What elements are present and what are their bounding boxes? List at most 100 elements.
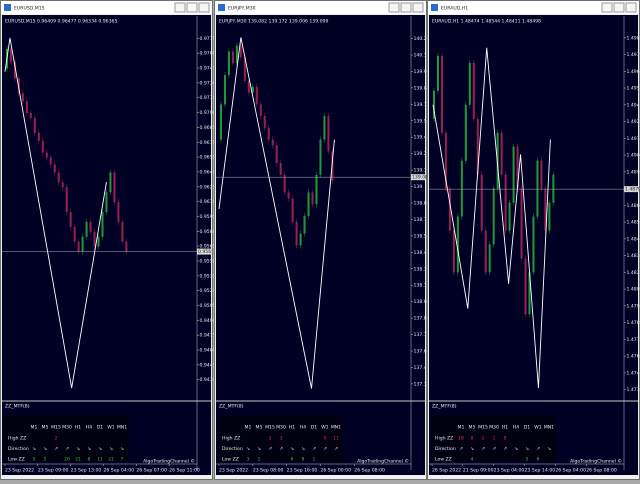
column-header: M1 <box>31 425 38 431</box>
row-label: High ZZ <box>222 436 240 442</box>
table-cell: 3 <box>269 436 272 442</box>
table-cell: 5 <box>44 457 47 463</box>
candle-body <box>525 258 527 314</box>
table-cell: ↗ <box>312 447 316 452</box>
column-header: H4 <box>513 425 519 431</box>
indicator-name: ZZ_MTF(8) <box>219 404 244 410</box>
window-min-button[interactable] <box>175 3 185 12</box>
candle-body <box>268 128 270 140</box>
table-cell: 21 <box>108 457 114 463</box>
column-header: M5 <box>42 425 49 431</box>
window-max-button[interactable] <box>187 3 197 12</box>
candle-body <box>34 118 36 133</box>
candle-body <box>473 63 475 119</box>
table-cell: ↘ <box>76 447 80 452</box>
x-tick-label: 23 Sep 09:00 <box>38 468 69 474</box>
table-cell: 20 <box>64 457 70 463</box>
table-cell: ↗ <box>459 447 463 452</box>
column-header: D1 <box>97 425 104 431</box>
candle-body <box>319 140 321 175</box>
table-cell: 8 <box>302 457 305 463</box>
candle-body <box>540 161 542 189</box>
chart-background <box>2 15 211 475</box>
candle-body <box>90 222 92 232</box>
table-cell: 8 <box>471 436 474 442</box>
indicator-name: ZZ_MTF(8) <box>5 404 30 410</box>
candle-body <box>30 113 32 118</box>
column-header: MN1 <box>544 425 554 431</box>
table-cell: ↗ <box>536 447 540 452</box>
table-cell: ↘ <box>547 447 551 452</box>
chart-header: EURJPY,M30 139.082 139.172 139.006 139.0… <box>219 19 328 25</box>
window-close-button[interactable] <box>199 3 209 12</box>
window-min-button[interactable] <box>602 3 612 12</box>
window-max-button[interactable] <box>614 3 624 12</box>
y-tick-label: 1.4808 <box>627 287 640 293</box>
candle-body <box>46 153 48 158</box>
candle-body <box>82 237 84 252</box>
table-cell: ↘ <box>290 447 294 452</box>
table-cell: ↘ <box>98 447 102 452</box>
y-tick-label: 1.4772 <box>627 337 640 343</box>
candle-body <box>224 75 226 104</box>
candle-body <box>38 133 40 141</box>
x-tick-label: 23 Sep 08:00 <box>253 468 284 474</box>
candle-body <box>54 165 56 173</box>
y-tick-label: 1.4784 <box>627 320 640 326</box>
y-tick-label: 1.4748 <box>627 370 640 376</box>
table-cell: ↗ <box>492 447 496 452</box>
table-cell: 6 <box>291 457 294 463</box>
x-tick-label: 26 Sep 04:00 <box>555 468 586 474</box>
table-cell: ↗ <box>65 447 69 452</box>
bid-label: 1.48796 <box>625 187 640 193</box>
table-cell: ↘ <box>525 447 529 452</box>
table-cell: 1 <box>493 436 496 442</box>
candle-body <box>465 105 467 161</box>
candle-body <box>469 63 471 105</box>
candle-body <box>125 242 127 252</box>
column-header: M1 <box>245 425 252 431</box>
y-tick-label: 1.476 <box>627 354 640 360</box>
window-icon <box>4 4 11 11</box>
table-cell: 8 <box>88 457 91 463</box>
window-max-button[interactable] <box>401 3 411 12</box>
candle-body <box>280 163 282 175</box>
candle-body <box>481 175 483 231</box>
column-header: H4 <box>86 425 92 431</box>
candle-body <box>521 189 523 259</box>
credit: AlgoTradingChannel © <box>143 458 195 465</box>
x-tick-label: 23 Sep 2022 <box>219 468 248 474</box>
candle-body <box>548 203 550 231</box>
candle-body <box>113 172 115 202</box>
chart-background <box>216 15 425 475</box>
column-header: M15 <box>478 425 488 431</box>
candle-body <box>485 230 487 272</box>
table-cell: 3 <box>247 457 250 463</box>
row-label: Direction <box>435 446 456 452</box>
candle-body <box>532 216 534 272</box>
window-close-button[interactable] <box>626 3 636 12</box>
credit: AlgoTradingChannel © <box>357 458 409 465</box>
candle-body <box>26 101 28 113</box>
candle-body <box>509 203 511 231</box>
column-header: W1 <box>107 425 115 431</box>
candle-body <box>62 182 64 187</box>
x-tick-label: 23 Sep 04:00 <box>494 468 525 474</box>
table-cell: ↗ <box>503 447 507 452</box>
column-header: W1 <box>321 425 329 431</box>
x-tick-label: 26 Sep 04:00 <box>103 468 134 474</box>
table-cell: 5 <box>526 457 529 463</box>
window-close-button[interactable] <box>413 3 423 12</box>
table-cell: 9 <box>324 436 327 442</box>
y-tick-label: 139 <box>414 184 423 190</box>
candle-body <box>327 116 329 151</box>
candle-body <box>70 212 72 227</box>
bid-label: 0.956 <box>198 249 211 255</box>
table-cell: ↘ <box>32 447 36 452</box>
table-cell: ↘ <box>301 447 305 452</box>
table-cell: 5 <box>33 457 36 463</box>
column-header: D1 <box>524 425 531 431</box>
window-min-button[interactable] <box>389 3 399 12</box>
row-label: Direction <box>8 446 29 452</box>
candle-body <box>94 232 96 247</box>
